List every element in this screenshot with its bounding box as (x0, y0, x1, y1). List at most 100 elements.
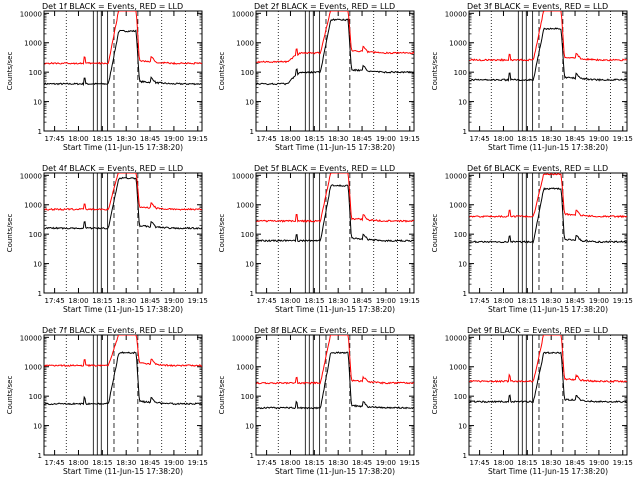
y-tick-label: 100 (454, 69, 467, 77)
series-events-black-line (44, 29, 202, 87)
chart-title: Det 4f BLACK = Events, RED = LLD (42, 164, 183, 173)
x-tick-label: 18:00 (280, 459, 300, 467)
x-tick-label: 18:15 (304, 459, 324, 467)
y-tick-label: 1000 (24, 364, 42, 372)
panel-det-1f: Det 1f BLACK = Events, RED = LLD Counts/s… (6, 2, 208, 152)
series-events-black-line (44, 351, 202, 406)
x-tick-label: 19:00 (164, 135, 184, 143)
y-tick-label: 100 (29, 393, 42, 401)
x-axis-label: Start Time (11-Jun-15 17:38:20) (488, 305, 608, 314)
y-tick-label: 1000 (236, 364, 254, 372)
chart-title: Det 6f BLACK = Events, RED = LLD (467, 164, 608, 173)
x-axis-label: Start Time (11-Jun-15 17:38:20) (488, 467, 608, 476)
x-tick-label: 18:45 (352, 135, 372, 143)
series-lld-red-line (469, 11, 627, 62)
x-tick-label: 17:45 (45, 135, 65, 143)
plot-frame (255, 172, 415, 294)
series-events-black-line (256, 351, 414, 410)
x-tick-label: 18:15 (517, 459, 537, 467)
plot-frame (43, 172, 203, 294)
panel-det-6f: Det 6f BLACK = Events, RED = LLD Counts/s… (431, 164, 633, 314)
y-axis-label: Counts/sec (431, 52, 439, 91)
panel-det-2f: Det 2f BLACK = Events, RED = LLD Counts/s… (218, 2, 420, 152)
x-tick-label: 18:00 (68, 297, 88, 305)
chart-title: Det 8f BLACK = Events, RED = LLD (254, 326, 395, 335)
y-tick-label: 1 (250, 128, 254, 136)
series-lld-red-line (256, 335, 414, 385)
x-tick-label: 19:15 (400, 297, 420, 305)
x-tick-label: 18:30 (116, 135, 136, 143)
plot-frame (255, 10, 415, 132)
y-tick-label: 10000 (232, 334, 254, 342)
y-tick-label: 10 (33, 261, 42, 269)
x-tick-label: 19:15 (188, 459, 208, 467)
panel-det-9f: Det 9f BLACK = Events, RED = LLD Counts/s… (431, 326, 633, 476)
x-tick-label: 19:00 (164, 297, 184, 305)
y-tick-label: 10 (245, 99, 254, 107)
x-tick-label: 18:00 (68, 135, 88, 143)
x-tick-label: 18:15 (517, 135, 537, 143)
series-events-black-line (469, 187, 627, 244)
x-tick-label: 17:45 (470, 297, 490, 305)
y-axis-label: Counts/sec (6, 52, 14, 91)
y-tick-label: 1000 (24, 202, 42, 210)
y-tick-label: 1 (250, 290, 254, 298)
x-tick-label: 18:45 (140, 135, 160, 143)
plot-frame (43, 10, 203, 132)
x-tick-label: 19:00 (376, 297, 396, 305)
y-axis-label: Counts/sec (431, 376, 439, 415)
series-lld-red-line (469, 335, 627, 383)
y-axis-label: Counts/sec (6, 214, 14, 253)
series-lld-red-line (469, 173, 627, 219)
y-tick-label: 10000 (20, 10, 42, 18)
x-tick-label: 17:45 (470, 135, 490, 143)
chart-title: Det 2f BLACK = Events, RED = LLD (254, 2, 395, 11)
y-tick-label: 1000 (449, 364, 467, 372)
x-tick-label: 18:45 (565, 135, 585, 143)
x-tick-label: 17:45 (257, 297, 277, 305)
y-tick-label: 1 (463, 290, 467, 298)
chart-title: Det 7f BLACK = Events, RED = LLD (42, 326, 183, 335)
y-tick-label: 10 (458, 423, 467, 431)
x-tick-label: 19:15 (400, 459, 420, 467)
series-events-black-line (256, 18, 414, 86)
x-axis-label: Start Time (11-Jun-15 17:38:20) (275, 467, 395, 476)
series-events-black-line (256, 184, 414, 243)
x-axis-label: Start Time (11-Jun-15 17:38:20) (275, 305, 395, 314)
series-lld-red-line (44, 11, 202, 65)
panel-det-8f: Det 8f BLACK = Events, RED = LLD Counts/s… (218, 326, 420, 476)
x-tick-label: 18:00 (280, 297, 300, 305)
x-axis-label: Start Time (11-Jun-15 17:38:20) (63, 467, 183, 476)
series-lld-red-line (256, 173, 414, 223)
y-tick-label: 1 (463, 452, 467, 460)
x-tick-label: 18:30 (328, 297, 348, 305)
x-tick-label: 19:00 (589, 135, 609, 143)
x-tick-label: 18:00 (280, 135, 300, 143)
y-axis-label: Counts/sec (431, 214, 439, 253)
x-tick-label: 19:00 (589, 459, 609, 467)
y-tick-label: 10 (245, 423, 254, 431)
y-axis-label: Counts/sec (218, 52, 226, 91)
x-tick-label: 18:30 (116, 297, 136, 305)
x-axis-label: Start Time (11-Jun-15 17:38:20) (275, 143, 395, 152)
x-tick-label: 18:15 (92, 135, 112, 143)
x-tick-label: 19:00 (376, 135, 396, 143)
x-tick-label: 18:30 (328, 135, 348, 143)
y-tick-label: 10000 (232, 172, 254, 180)
y-tick-label: 1000 (236, 202, 254, 210)
panel-det-7f: Det 7f BLACK = Events, RED = LLD Counts/s… (6, 326, 208, 476)
series-events-black-line (469, 351, 627, 404)
x-tick-label: 19:15 (188, 135, 208, 143)
x-tick-label: 17:45 (257, 135, 277, 143)
y-tick-label: 1 (250, 452, 254, 460)
y-tick-label: 10 (458, 99, 467, 107)
x-tick-label: 19:00 (164, 459, 184, 467)
y-tick-label: 100 (454, 231, 467, 239)
x-tick-label: 18:15 (92, 297, 112, 305)
panel-det-4f: Det 4f BLACK = Events, RED = LLD Counts/s… (6, 164, 208, 314)
y-tick-label: 1000 (24, 40, 42, 48)
series-events-black-line (44, 176, 202, 230)
panel-det-3f: Det 3f BLACK = Events, RED = LLD Counts/s… (431, 2, 633, 152)
x-axis-label: Start Time (11-Jun-15 17:38:20) (488, 143, 608, 152)
chart-title: Det 5f BLACK = Events, RED = LLD (254, 164, 395, 173)
